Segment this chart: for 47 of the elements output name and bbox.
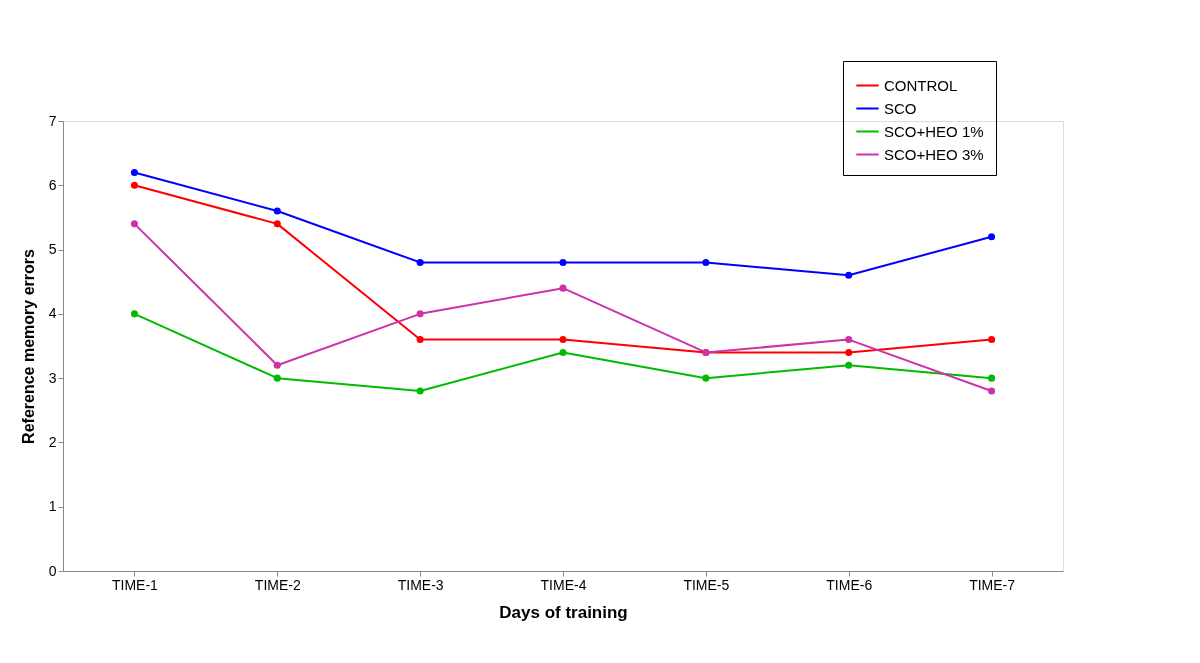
x-tick-label: TIME-3: [397, 576, 444, 593]
point: [273, 374, 281, 382]
point: [559, 258, 567, 266]
point: [988, 387, 996, 395]
y-tick-label: 2: [48, 433, 57, 450]
point: [273, 361, 281, 369]
point: [702, 374, 710, 382]
legend-label: CONTROL: [884, 76, 958, 94]
y-tick-label: 4: [48, 305, 57, 322]
x-tick-label: TIME-6: [826, 576, 873, 593]
point: [702, 258, 710, 266]
point: [559, 348, 567, 356]
point: [273, 207, 281, 215]
point: [130, 168, 138, 176]
point: [845, 271, 853, 279]
x-tick-label: TIME-5: [683, 576, 730, 593]
x-tick-label: TIME-1: [111, 576, 159, 593]
point: [130, 181, 138, 189]
point: [988, 233, 996, 241]
point: [559, 284, 567, 292]
y-axis-title: Reference memory errors: [19, 249, 37, 444]
point: [273, 220, 281, 228]
y-tick-label: 6: [48, 176, 57, 193]
y-tick-label: 1: [48, 498, 57, 515]
y-tick-label: 7: [48, 112, 57, 129]
point: [416, 310, 424, 318]
x-axis-title: Days of training: [499, 602, 628, 622]
point: [845, 348, 853, 356]
x-tick-label: TIME-2: [254, 576, 301, 593]
point: [130, 220, 138, 228]
x-tick-label: TIME-4: [540, 576, 587, 593]
point: [416, 387, 424, 395]
y-tick-label: 3: [48, 369, 57, 386]
legend-label: SCO+HEO 3%: [884, 145, 984, 163]
point: [416, 258, 424, 266]
point: [988, 374, 996, 382]
point: [845, 336, 853, 344]
point: [416, 336, 424, 344]
legend-label: SCO: [884, 99, 917, 117]
point: [845, 361, 853, 369]
y-tick-label: 5: [48, 241, 57, 258]
point: [988, 336, 996, 344]
legend-label: SCO+HEO 1%: [884, 122, 984, 140]
point: [559, 336, 567, 344]
x-tick-label: TIME-7: [969, 576, 1016, 593]
y-tick-label: 0: [48, 562, 57, 579]
point: [130, 310, 138, 318]
